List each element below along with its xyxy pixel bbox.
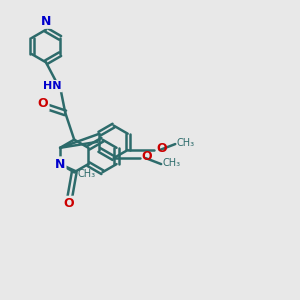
- Text: CH₃: CH₃: [177, 138, 195, 148]
- Text: N: N: [55, 158, 65, 171]
- Text: O: O: [38, 98, 48, 110]
- Text: O: O: [156, 142, 166, 155]
- Text: O: O: [142, 150, 152, 163]
- Text: CH₃: CH₃: [78, 169, 96, 179]
- Text: N: N: [41, 15, 51, 28]
- Text: CH₃: CH₃: [163, 158, 181, 168]
- Text: HN: HN: [43, 81, 62, 91]
- Text: O: O: [63, 197, 74, 210]
